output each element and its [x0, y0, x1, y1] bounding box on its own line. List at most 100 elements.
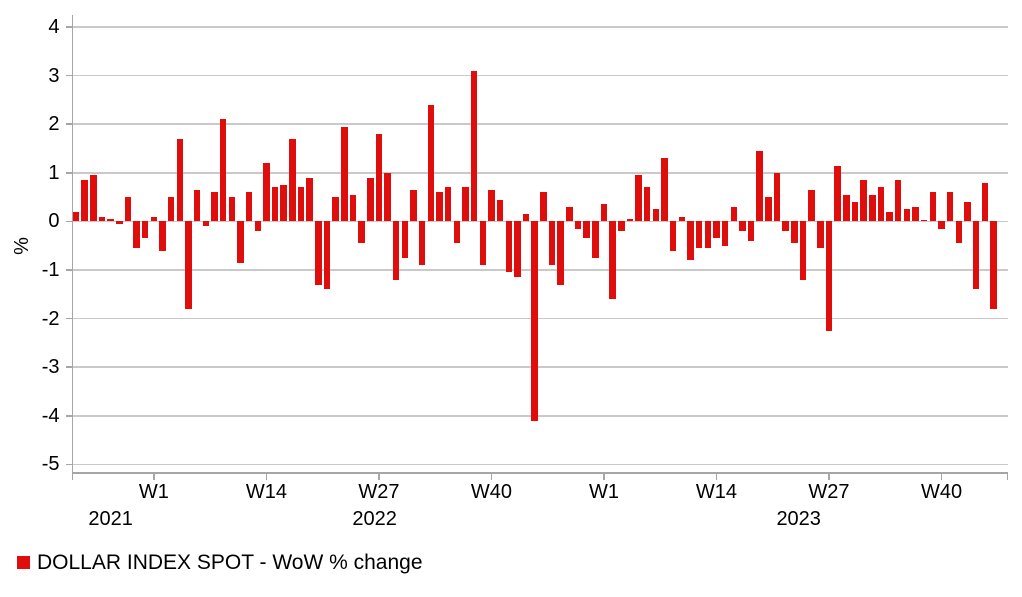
bar — [341, 126, 348, 222]
bar — [384, 172, 391, 222]
bar — [193, 189, 201, 222]
x-tick-label: W14 — [695, 481, 738, 503]
bar — [548, 221, 556, 266]
bar — [306, 177, 313, 222]
bar — [332, 197, 339, 222]
bar — [522, 214, 530, 222]
bar — [574, 221, 582, 229]
bar — [470, 70, 478, 222]
bar — [176, 138, 184, 222]
bar — [514, 221, 521, 278]
bar — [141, 221, 149, 239]
bar — [401, 221, 409, 258]
bar — [392, 221, 400, 280]
bar — [453, 221, 461, 244]
bar — [271, 187, 279, 222]
y-axis-tick — [65, 26, 73, 28]
bar — [116, 221, 123, 224]
bar — [462, 187, 469, 222]
bar — [124, 197, 132, 222]
bar — [652, 209, 660, 222]
legend-swatch-icon — [17, 556, 30, 569]
bar — [280, 184, 287, 222]
y-tick-label: -3 — [41, 356, 60, 379]
bar — [687, 221, 694, 261]
bar — [851, 201, 859, 222]
bar — [765, 197, 772, 222]
bar — [946, 192, 954, 222]
bar — [886, 211, 893, 222]
bar — [358, 221, 365, 244]
bar — [782, 221, 789, 232]
bar — [444, 187, 452, 222]
bar — [263, 163, 270, 222]
bar — [202, 221, 210, 227]
bar — [237, 221, 244, 263]
bar — [739, 221, 746, 232]
bar — [254, 221, 261, 232]
bar — [955, 221, 963, 244]
bar — [903, 209, 911, 222]
x-axis-tick — [490, 473, 493, 480]
gridline — [72, 269, 1008, 271]
bar — [626, 218, 634, 222]
gridline — [72, 415, 1008, 417]
bar — [600, 204, 608, 222]
bar — [427, 104, 435, 222]
bar — [860, 180, 867, 222]
bar — [972, 221, 980, 290]
bar — [90, 175, 97, 222]
bar — [479, 221, 487, 266]
x-axis-tick — [265, 473, 268, 480]
bar — [133, 221, 140, 249]
gridline — [72, 74, 1008, 77]
x-axis-tick — [828, 473, 830, 480]
y-axis-tick — [65, 317, 73, 320]
bar — [150, 216, 158, 222]
bar — [730, 206, 738, 222]
bar — [817, 221, 824, 249]
bar — [531, 221, 538, 421]
y-axis-tick — [65, 463, 73, 466]
bar — [747, 221, 755, 241]
bar — [228, 197, 236, 222]
x-axis-tick — [940, 473, 943, 480]
gridline — [72, 123, 1008, 125]
bar — [540, 192, 547, 222]
bar — [799, 221, 807, 280]
bar — [315, 221, 322, 285]
bar — [834, 165, 841, 222]
bar — [929, 192, 937, 222]
x-tick-label: W40 — [920, 481, 963, 503]
y-tick-label: -1 — [41, 259, 60, 281]
x-axis-tick — [153, 473, 155, 480]
bar — [756, 150, 763, 222]
x-tick-label: W27 — [358, 481, 400, 503]
bar — [592, 221, 599, 258]
bar — [496, 199, 504, 222]
bar — [981, 182, 989, 222]
bar — [990, 221, 997, 309]
y-axis-tick — [65, 220, 73, 223]
bar — [367, 177, 374, 222]
bar — [211, 192, 218, 222]
x-axis-tick — [603, 473, 605, 480]
y-tick-label: 3 — [48, 64, 60, 87]
bar — [185, 221, 192, 309]
y-axis-tick — [65, 74, 73, 77]
bar — [695, 221, 703, 249]
bar — [107, 218, 114, 222]
y-axis-tick — [65, 415, 73, 417]
bar — [418, 221, 426, 266]
bar — [773, 172, 781, 222]
bar — [245, 192, 253, 222]
year-label: 2021 — [88, 508, 133, 530]
bar — [669, 221, 677, 251]
bar — [159, 221, 166, 251]
x-tick-label: W27 — [808, 481, 850, 503]
x-axis-tick — [378, 473, 380, 480]
bar — [964, 201, 971, 222]
bar — [704, 221, 712, 249]
y-tick-label: 4 — [48, 16, 60, 38]
